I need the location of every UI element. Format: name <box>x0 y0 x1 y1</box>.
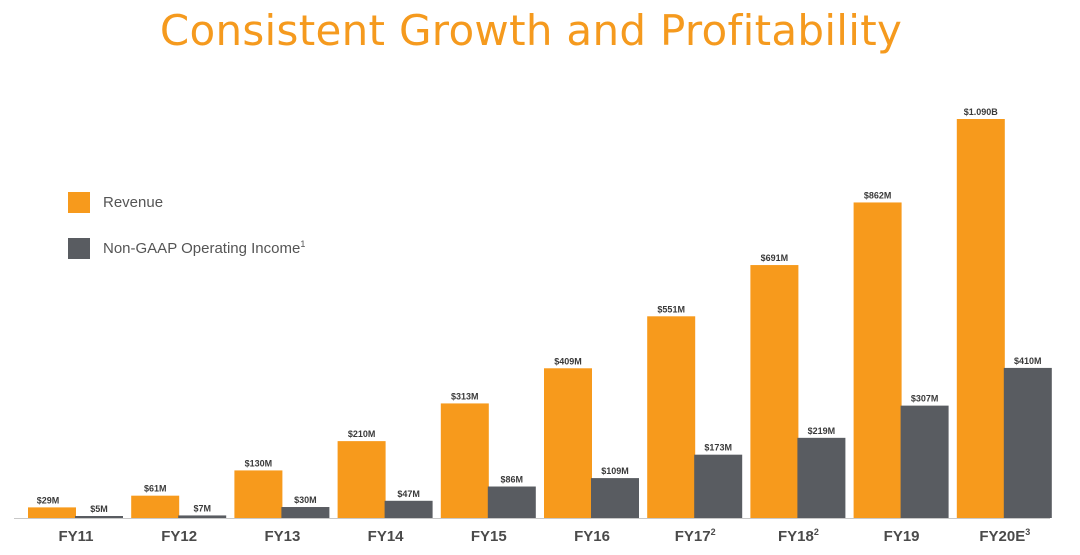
revenue-label-fy17: $551M <box>657 304 685 314</box>
category-label-fy15: FY15 <box>471 528 507 545</box>
legend: Revenue Non-GAAP Operating Income1 <box>68 190 305 282</box>
category-label-fy19: FY19 <box>884 528 920 545</box>
legend-label-income: Non-GAAP Operating Income1 <box>103 239 306 257</box>
legend-item-income: Non-GAAP Operating Income1 <box>68 236 305 260</box>
revenue-bar-fy11 <box>28 507 76 518</box>
revenue-label-fy12: $61M <box>144 484 167 494</box>
revenue-label-fy15: $313M <box>451 391 479 401</box>
income-bar-fy18 <box>797 437 846 518</box>
category-label-fy12: FY12 <box>161 528 197 545</box>
category-label-fy13: FY13 <box>264 528 300 545</box>
category-label-fy17: FY172 <box>675 527 716 545</box>
income-bar-fy19 <box>900 405 949 518</box>
legend-label-revenue: Revenue <box>103 194 164 211</box>
income-bar-fy15 <box>487 486 536 518</box>
category-label-fy20e: FY20E3 <box>979 527 1030 545</box>
income-bar-fy11 <box>75 516 123 518</box>
income-bar-fy13 <box>281 507 330 518</box>
income-label-fy14: $47M <box>397 489 420 499</box>
category-label-fy16: FY16 <box>574 528 610 545</box>
income-label-fy17: $173M <box>704 443 732 453</box>
revenue-bar-fy18 <box>750 265 799 518</box>
category-label-fy18: FY182 <box>778 527 819 545</box>
revenue-label-fy19: $862M <box>864 190 892 200</box>
revenue-label-fy13: $130M <box>245 458 273 468</box>
income-label-fy19: $307M <box>911 394 939 404</box>
revenue-bar-fy13 <box>234 470 283 518</box>
revenue-bar-fy12 <box>131 495 180 518</box>
income-bar-fy17 <box>694 454 743 518</box>
income-label-fy18: $219M <box>808 426 836 436</box>
revenue-bar-fy16 <box>544 368 592 518</box>
revenue-bar-fy15 <box>440 403 489 518</box>
income-bar-fy14 <box>384 500 433 518</box>
income-bar-fy12 <box>178 515 227 518</box>
income-label-fy16: $109M <box>601 466 629 476</box>
revenue-label-fy14: $210M <box>348 429 376 439</box>
category-label-fy11: FY11 <box>58 528 93 545</box>
legend-item-revenue: Revenue <box>68 190 305 214</box>
income-label-fy15: $86M <box>501 475 524 485</box>
income-label-fy11: $5M <box>90 504 108 514</box>
income-label-fy12: $7M <box>193 503 211 513</box>
revenue-bar-fy14 <box>337 441 386 518</box>
income-bar-fy16 <box>591 478 639 518</box>
category-label-fy14: FY14 <box>368 528 405 545</box>
income-label-fy20e: $410M <box>1014 356 1042 366</box>
income-label-fy13: $30M <box>294 495 317 505</box>
revenue-bar-fy20e <box>956 119 1005 518</box>
revenue-label-fy18: $691M <box>761 253 789 263</box>
legend-swatch-income <box>68 237 90 259</box>
revenue-bar-fy19 <box>853 202 902 518</box>
page-title: Consistent Growth and Profitability <box>159 6 903 55</box>
revenue-label-fy11: $29M <box>37 495 60 505</box>
revenue-bar-fy17 <box>647 316 696 518</box>
revenue-label-fy16: $409M <box>554 356 582 366</box>
legend-swatch-revenue <box>68 191 90 213</box>
income-bar-fy20e <box>1003 367 1052 518</box>
revenue-label-fy20e: $1.090B <box>964 107 999 117</box>
